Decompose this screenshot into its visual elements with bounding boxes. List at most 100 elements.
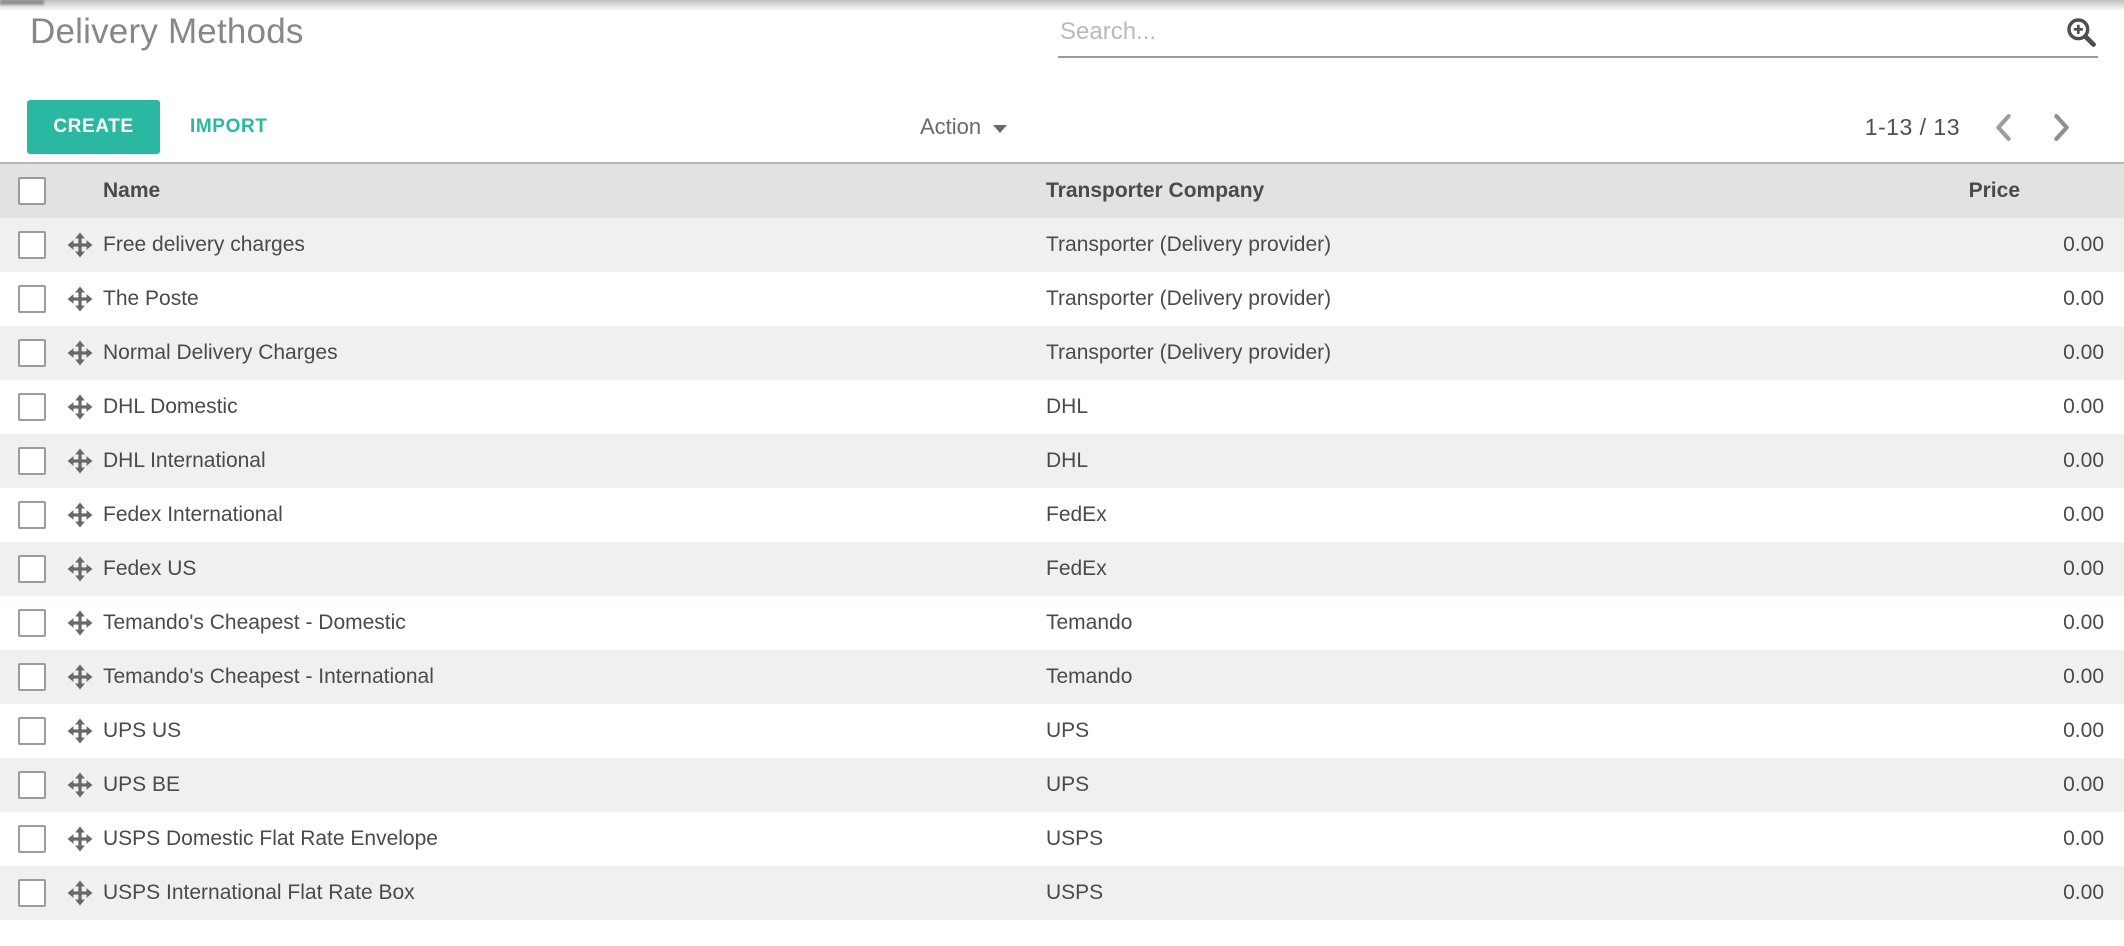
- transporter-company: Transporter (Delivery provider): [1046, 287, 1332, 310]
- table-row[interactable]: UPS BE UPS 0.00: [0, 758, 2124, 812]
- control-panel: CREATE IMPORT Action 1-13 / 13: [0, 100, 2124, 154]
- row-checkbox[interactable]: [18, 825, 46, 853]
- transporter-company: UPS: [1046, 773, 1090, 796]
- delivery-method-name: USPS Domestic Flat Rate Envelope: [103, 827, 438, 850]
- search-input[interactable]: [1058, 18, 2064, 46]
- drag-handle-icon[interactable]: [67, 772, 93, 798]
- table-row[interactable]: USPS International Flat Rate Box USPS 0.…: [0, 866, 2124, 920]
- drag-handle-icon[interactable]: [67, 286, 93, 312]
- delivery-methods-table: Name Transporter Company Price Free deli…: [0, 162, 2124, 920]
- table-row[interactable]: Fedex International FedEx 0.00: [0, 488, 2124, 542]
- price-value: 0.00: [2063, 557, 2104, 580]
- table-row[interactable]: USPS Domestic Flat Rate Envelope USPS 0.…: [0, 812, 2124, 866]
- search-bar: [1058, 8, 2098, 58]
- row-checkbox[interactable]: [18, 663, 46, 691]
- caret-down-icon: [993, 124, 1008, 133]
- drag-handle-icon[interactable]: [67, 394, 93, 420]
- row-checkbox[interactable]: [18, 339, 46, 367]
- price-value: 0.00: [2063, 449, 2104, 472]
- row-checkbox[interactable]: [18, 447, 46, 475]
- action-dropdown[interactable]: Action: [920, 100, 1008, 154]
- row-checkbox[interactable]: [18, 393, 46, 421]
- transporter-company: Transporter (Delivery provider): [1046, 341, 1332, 364]
- table-row[interactable]: Temando's Cheapest - Domestic Temando 0.…: [0, 596, 2124, 650]
- price-value: 0.00: [2063, 773, 2104, 796]
- delivery-method-name: Normal Delivery Charges: [103, 341, 338, 364]
- drag-handle-icon[interactable]: [67, 340, 93, 366]
- table-row[interactable]: DHL Domestic DHL 0.00: [0, 380, 2124, 434]
- import-button[interactable]: IMPORT: [178, 100, 280, 154]
- column-header-name[interactable]: Name: [103, 179, 161, 202]
- drag-handle-icon[interactable]: [67, 880, 93, 906]
- table-row[interactable]: Normal Delivery Charges Transporter (Del…: [0, 326, 2124, 380]
- table-row[interactable]: Fedex US FedEx 0.00: [0, 542, 2124, 596]
- delivery-method-name: Temando's Cheapest - International: [103, 665, 434, 688]
- table-body: Free delivery charges Transporter (Deliv…: [0, 218, 2124, 920]
- transporter-company: USPS: [1046, 827, 1104, 850]
- delivery-method-name: DHL Domestic: [103, 395, 238, 418]
- drag-handle-icon[interactable]: [67, 610, 93, 636]
- row-checkbox[interactable]: [18, 609, 46, 637]
- delivery-method-name: UPS US: [103, 719, 182, 742]
- top-left-shadow-artifact: [0, 0, 44, 5]
- price-value: 0.00: [2063, 395, 2104, 418]
- row-checkbox[interactable]: [18, 501, 46, 529]
- price-value: 0.00: [2063, 287, 2104, 310]
- row-checkbox[interactable]: [18, 879, 46, 907]
- zoom-in-search-icon[interactable]: [2064, 15, 2098, 49]
- delivery-method-name: Fedex International: [103, 503, 283, 526]
- row-checkbox[interactable]: [18, 285, 46, 313]
- transporter-company: Temando: [1046, 611, 1133, 634]
- table-header-row: Name Transporter Company Price: [0, 162, 2124, 218]
- row-checkbox[interactable]: [18, 231, 46, 259]
- drag-handle-icon[interactable]: [67, 232, 93, 258]
- row-checkbox[interactable]: [18, 555, 46, 583]
- price-value: 0.00: [2063, 503, 2104, 526]
- drag-handle-icon[interactable]: [67, 826, 93, 852]
- delivery-method-name: UPS BE: [103, 773, 181, 796]
- price-value: 0.00: [2063, 233, 2104, 256]
- price-value: 0.00: [2063, 341, 2104, 364]
- price-value: 0.00: [2063, 611, 2104, 634]
- price-value: 0.00: [2063, 827, 2104, 850]
- pager-next-button[interactable]: [2046, 112, 2076, 142]
- action-label: Action: [920, 114, 982, 139]
- delivery-method-name: USPS International Flat Rate Box: [103, 881, 415, 904]
- drag-handle-icon[interactable]: [67, 556, 93, 582]
- table-row[interactable]: Temando's Cheapest - International Teman…: [0, 650, 2124, 704]
- column-header-transporter-company[interactable]: Transporter Company: [1046, 179, 1265, 202]
- table-row[interactable]: UPS US UPS 0.00: [0, 704, 2124, 758]
- price-value: 0.00: [2063, 719, 2104, 742]
- column-header-price[interactable]: Price: [1968, 179, 2020, 202]
- page-title: Delivery Methods: [30, 12, 304, 51]
- pager-previous-button[interactable]: [1988, 112, 2018, 142]
- drag-handle-icon[interactable]: [67, 718, 93, 744]
- transporter-company: UPS: [1046, 719, 1090, 742]
- transporter-company: USPS: [1046, 881, 1104, 904]
- price-value: 0.00: [2063, 665, 2104, 688]
- select-all-checkbox[interactable]: [18, 177, 46, 205]
- transporter-company: DHL: [1046, 449, 1089, 472]
- delivery-method-name: Temando's Cheapest - Domestic: [103, 611, 406, 634]
- table-row[interactable]: DHL International DHL 0.00: [0, 434, 2124, 488]
- row-checkbox[interactable]: [18, 717, 46, 745]
- transporter-company: Temando: [1046, 665, 1133, 688]
- delivery-method-name: Free delivery charges: [103, 233, 305, 256]
- row-checkbox[interactable]: [18, 771, 46, 799]
- pager-range: 1-13 / 13: [1864, 113, 1960, 140]
- delivery-method-name: DHL International: [103, 449, 266, 472]
- delivery-method-name: The Poste: [103, 287, 199, 310]
- price-value: 0.00: [2063, 881, 2104, 904]
- table-row[interactable]: The Poste Transporter (Delivery provider…: [0, 272, 2124, 326]
- drag-handle-icon[interactable]: [67, 448, 93, 474]
- transporter-company: Transporter (Delivery provider): [1046, 233, 1332, 256]
- delivery-method-name: Fedex US: [103, 557, 197, 580]
- drag-handle-icon[interactable]: [67, 664, 93, 690]
- transporter-company: FedEx: [1046, 557, 1107, 580]
- drag-handle-icon[interactable]: [67, 502, 93, 528]
- create-button[interactable]: CREATE: [27, 100, 160, 154]
- pager: 1-13 / 13: [1865, 100, 2076, 154]
- table-row[interactable]: Free delivery charges Transporter (Deliv…: [0, 218, 2124, 272]
- transporter-company: FedEx: [1046, 503, 1107, 526]
- transporter-company: DHL: [1046, 395, 1089, 418]
